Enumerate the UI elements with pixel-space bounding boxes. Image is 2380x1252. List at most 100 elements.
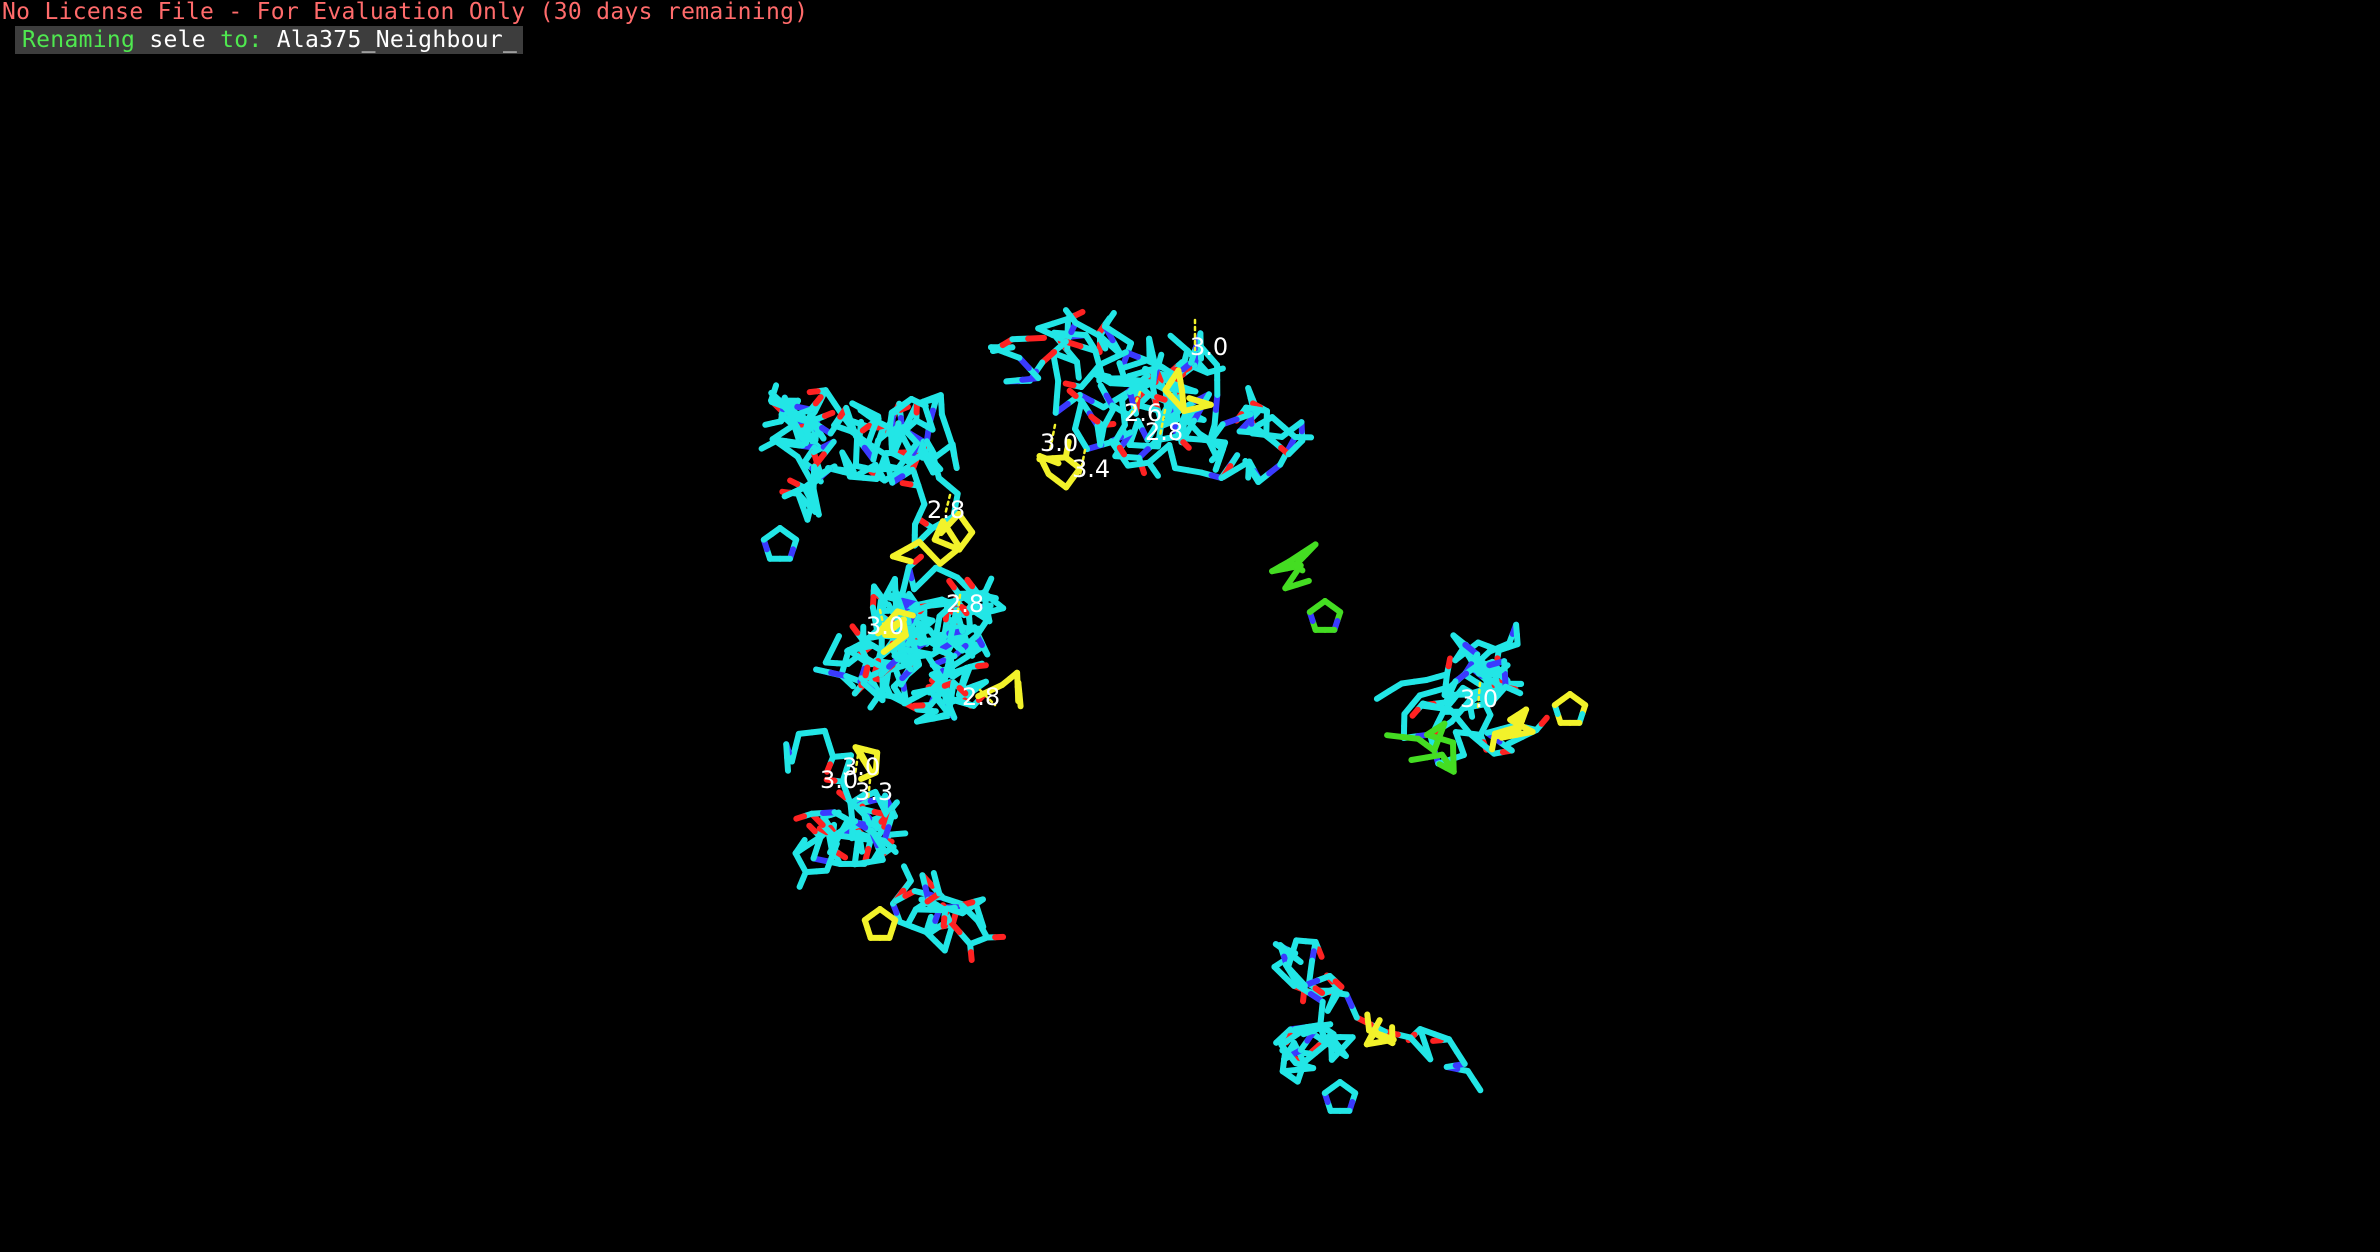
stick-bond bbox=[849, 623, 861, 636]
stick-bond bbox=[762, 420, 777, 428]
stick-bond bbox=[901, 863, 911, 877]
stick-bond bbox=[1074, 366, 1082, 381]
stick-bond bbox=[854, 791, 867, 803]
stick-bond bbox=[787, 477, 801, 488]
stick-bond bbox=[974, 662, 989, 670]
stick-bond bbox=[899, 480, 914, 488]
stick-bond bbox=[778, 411, 791, 424]
stick-bond bbox=[946, 578, 957, 591]
stick-bond bbox=[953, 642, 966, 654]
stick-bond bbox=[911, 553, 924, 565]
stick-bond bbox=[1505, 733, 1526, 747]
stick-bond bbox=[1364, 1011, 1372, 1026]
stick-bond bbox=[885, 420, 894, 437]
stick-bond bbox=[1315, 946, 1325, 960]
stick-bond bbox=[1098, 338, 1109, 352]
stick-bond bbox=[1509, 687, 1524, 697]
stick-bond bbox=[1300, 1026, 1320, 1038]
stick-bond bbox=[869, 906, 883, 918]
stick-bond bbox=[1329, 1079, 1343, 1091]
stick-bonds bbox=[758, 307, 1589, 1114]
stick-bond bbox=[915, 399, 929, 409]
stick-bond bbox=[1138, 462, 1147, 477]
stick-bond bbox=[978, 619, 989, 632]
stick-bond bbox=[823, 776, 838, 784]
stick-bond bbox=[867, 697, 878, 711]
stick-bond bbox=[1062, 380, 1077, 389]
stick-bond bbox=[1210, 446, 1220, 460]
stick-bond bbox=[821, 409, 836, 419]
distance-label: 2.6 bbox=[1124, 399, 1162, 427]
stick-bond bbox=[1150, 466, 1161, 479]
stick-bond bbox=[844, 677, 856, 690]
stick-bond bbox=[1025, 334, 1047, 342]
hbond-dash bbox=[853, 753, 860, 777]
stick-bond bbox=[902, 610, 916, 619]
stick-bond bbox=[1312, 985, 1326, 996]
stick-bond bbox=[888, 799, 900, 812]
stick-bond bbox=[964, 576, 976, 590]
stick-bond bbox=[1088, 413, 1101, 425]
stick-bond bbox=[906, 590, 917, 604]
distance-labels: 3.0 2.6 2.8 3.0 3.4 2.8 3.0 2.8 2.8 3.0 … bbox=[820, 333, 1498, 806]
stick-bond bbox=[966, 615, 973, 630]
stick-bond bbox=[1154, 394, 1168, 403]
stick-bond bbox=[1445, 655, 1454, 670]
stick-bond bbox=[836, 789, 849, 801]
stick-bond bbox=[886, 843, 899, 855]
stick-bond bbox=[1153, 362, 1168, 372]
stick-bond bbox=[824, 761, 834, 775]
stick-bond bbox=[1066, 387, 1079, 399]
distance-label: 2.8 bbox=[962, 683, 1000, 711]
rename-input-value[interactable]: Ala375_Neighbour_ bbox=[276, 27, 518, 53]
stick-bond bbox=[1036, 455, 1056, 463]
distance-label: 3.3 bbox=[855, 778, 893, 806]
distance-label: 3.0 bbox=[1460, 685, 1498, 713]
stick-bond bbox=[1314, 598, 1328, 610]
hbond-dashes bbox=[853, 318, 1482, 802]
stick-bond bbox=[1171, 397, 1188, 414]
stick-bond bbox=[1467, 705, 1476, 720]
distance-label: 3.0 bbox=[866, 612, 904, 640]
hbond-dash bbox=[1048, 423, 1057, 452]
hbond-dash bbox=[956, 593, 962, 614]
stick-bond bbox=[1116, 444, 1128, 458]
stick-bond bbox=[913, 450, 927, 461]
stick-bond bbox=[975, 687, 994, 700]
stick-bond bbox=[930, 870, 940, 887]
stick-bond bbox=[1106, 310, 1117, 323]
stick-bond bbox=[859, 646, 869, 660]
stick-bond bbox=[1064, 438, 1072, 453]
hbond-dash bbox=[1158, 408, 1167, 438]
stick-bond bbox=[932, 646, 946, 655]
stick-bond bbox=[1062, 307, 1074, 320]
stick-bond bbox=[1430, 1037, 1444, 1044]
rename-command-prompt[interactable]: Renaming sele to: Ala375_Neighbour_ bbox=[15, 26, 524, 54]
stick-bond bbox=[1180, 439, 1192, 451]
stick-bond bbox=[967, 949, 975, 963]
stick-bond bbox=[806, 388, 821, 396]
stick-bond bbox=[1280, 1052, 1288, 1067]
prompt-word-sele: sele bbox=[149, 27, 206, 53]
stick-bond bbox=[1489, 738, 1497, 753]
stick-bond bbox=[812, 394, 824, 407]
stick-bond bbox=[1409, 706, 1421, 719]
prompt-keyword-to: to: bbox=[220, 27, 263, 53]
license-banner: No License File - For Evaluation Only (3… bbox=[2, 0, 809, 25]
distance-label: 3.0 bbox=[820, 766, 858, 794]
stick-bond bbox=[985, 575, 995, 589]
distance-label: 3.0 bbox=[1190, 333, 1228, 361]
stick-bond bbox=[905, 913, 915, 927]
distance-label: 2.8 bbox=[1145, 418, 1183, 446]
stick-bond bbox=[758, 441, 772, 452]
stick-bond bbox=[1072, 308, 1086, 319]
distance-label: 3.0 bbox=[842, 753, 880, 781]
stick-bond bbox=[1250, 400, 1263, 411]
stick-bond bbox=[859, 422, 873, 434]
stick-bond bbox=[1116, 360, 1125, 374]
stick-bond bbox=[925, 913, 934, 928]
stick-bond bbox=[768, 525, 783, 537]
stick-bond bbox=[1332, 978, 1345, 990]
